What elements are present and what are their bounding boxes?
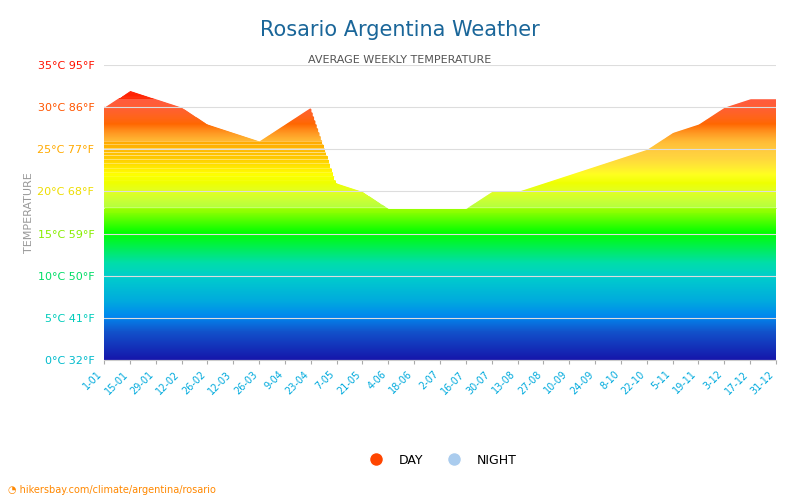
Y-axis label: TEMPERATURE: TEMPERATURE (25, 172, 34, 253)
Text: Rosario Argentina Weather: Rosario Argentina Weather (260, 20, 540, 40)
Text: AVERAGE WEEKLY TEMPERATURE: AVERAGE WEEKLY TEMPERATURE (308, 55, 492, 65)
Legend: DAY, NIGHT: DAY, NIGHT (358, 449, 522, 472)
Text: ◔ hikersbay.com/climate/argentina/rosario: ◔ hikersbay.com/climate/argentina/rosari… (8, 485, 216, 495)
